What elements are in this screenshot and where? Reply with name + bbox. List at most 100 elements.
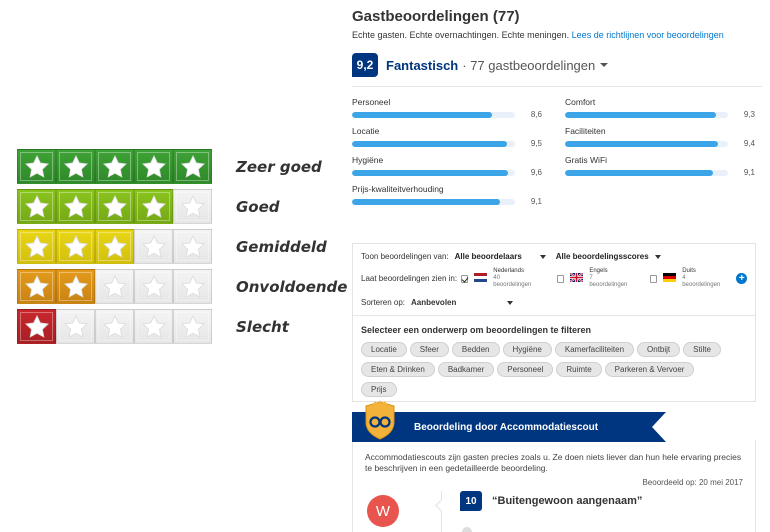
sort-row: Sorteren op: Aanbevolen bbox=[353, 289, 755, 307]
language-label: Laat beoordelingen zien in: bbox=[361, 273, 458, 283]
add-language-button[interactable]: + bbox=[736, 273, 748, 284]
score-bar-fill bbox=[352, 169, 509, 176]
topic-chip[interactable]: Sfeer bbox=[409, 342, 449, 357]
category-score: Personeel 8,6 bbox=[352, 97, 542, 119]
star-icon bbox=[173, 309, 212, 344]
star-icon bbox=[95, 269, 134, 304]
category-score: Locatie 9,5 bbox=[352, 126, 542, 148]
score-word: Fantastisch bbox=[386, 57, 459, 73]
banner-tail bbox=[652, 412, 666, 442]
topic-chip[interactable]: Ruimte bbox=[556, 362, 602, 377]
category-label: Prijs-kwaliteitverhouding bbox=[352, 184, 444, 194]
chevron-down-icon[interactable] bbox=[654, 254, 661, 259]
language-option[interactable]: Nederlands 40 beoordelingen bbox=[460, 268, 537, 289]
topic-chip[interactable]: Badkamer bbox=[437, 362, 495, 377]
chevron-down-icon[interactable] bbox=[507, 300, 514, 305]
scout-description: Accommodatiescouts zijn gasten precies z… bbox=[365, 452, 742, 473]
score-badge: 9,2 bbox=[352, 53, 378, 77]
category-value: 9,5 bbox=[530, 139, 542, 148]
star-icon bbox=[134, 309, 173, 344]
topic-chip[interactable]: Personeel bbox=[497, 362, 554, 377]
reviews-title: Gastbeoordelingen (77) bbox=[352, 8, 520, 25]
star-icon bbox=[173, 269, 212, 304]
sort-select[interactable]: Aanbevolen bbox=[411, 298, 457, 307]
reviews-panel: Gastbeoordelingen (77) Echte gasten. Ech… bbox=[352, 8, 762, 217]
topic-chip[interactable]: Kamerfaciliteiten bbox=[554, 342, 635, 357]
language-checkbox[interactable] bbox=[460, 274, 469, 283]
language-option[interactable]: Engels 7 beoordelingen bbox=[556, 268, 630, 289]
star-icon bbox=[56, 189, 95, 224]
language-option[interactable]: Duits 4 beoordelingen bbox=[649, 268, 723, 289]
language-count: 40 beoordelingen bbox=[493, 275, 532, 288]
legend-row: Gemiddeld bbox=[17, 228, 347, 265]
score-count: · 77 gastbeoordelingen bbox=[462, 57, 596, 73]
category-score: Hygiëne 9,6 bbox=[352, 155, 542, 177]
category-label: Faciliteiten bbox=[565, 126, 606, 136]
language-text: Nederlands 40 beoordelingen bbox=[493, 268, 536, 289]
language-text: Engels 7 beoordelingen bbox=[589, 268, 629, 289]
score-bar-fill bbox=[565, 169, 714, 176]
legend-row: Goed bbox=[17, 188, 347, 225]
rating-legend: Zeer goed Goed Gemiddeld Onvoldoende Slecht bbox=[17, 148, 347, 348]
avatar[interactable]: W bbox=[367, 495, 399, 527]
language-name: Duits bbox=[682, 268, 696, 274]
legend-row: Zeer goed bbox=[17, 148, 347, 185]
review-title: “Buitengewoon aangenaam” bbox=[492, 495, 643, 507]
overall-score[interactable]: 9,2 Fantastisch · 77 gastbeoordelingen bbox=[352, 53, 762, 77]
category-score: Gratis WiFi 9,1 bbox=[565, 155, 755, 177]
scores-select[interactable]: Alle beoordelingsscores bbox=[555, 252, 649, 261]
score-bar bbox=[352, 169, 515, 176]
topic-chip[interactable]: Eten & Drinken bbox=[361, 362, 435, 377]
chevron-down-icon[interactable] bbox=[539, 254, 546, 259]
category-label: Hygiëne bbox=[352, 155, 384, 165]
star-rating bbox=[17, 189, 212, 224]
star-icon bbox=[173, 229, 212, 264]
star-icon bbox=[56, 309, 95, 344]
category-scores: Personeel 8,6 Comfort 9,3 Locatie 9,5 Fa… bbox=[352, 97, 762, 217]
scout-banner: Beoordeling door Accommodatiescout bbox=[352, 400, 756, 442]
category-value: 9,3 bbox=[743, 110, 755, 119]
banner-bar bbox=[352, 412, 652, 442]
divider bbox=[441, 491, 442, 532]
chevron-down-icon[interactable] bbox=[600, 63, 609, 67]
divider bbox=[353, 315, 755, 316]
star-icon bbox=[173, 149, 212, 184]
topic-chip[interactable]: Parkeren & Vervoer bbox=[604, 362, 695, 377]
star-icon bbox=[95, 229, 134, 264]
legend-label: Slecht bbox=[236, 317, 289, 336]
topic-chip[interactable]: Ontbijt bbox=[637, 342, 681, 357]
guidelines-link[interactable]: Lees de richtlijnen voor beoordelingen bbox=[571, 30, 724, 40]
topic-chip[interactable]: Stilte bbox=[683, 342, 721, 357]
legend-row: Slecht bbox=[17, 308, 347, 345]
reviewers-select[interactable]: Alle beoordelaars bbox=[454, 252, 522, 261]
score-bar-fill bbox=[352, 198, 501, 205]
legend-row: Onvoldoende bbox=[17, 268, 347, 305]
scout-review: Beoordeling door Accommodatiescout Accom… bbox=[348, 400, 756, 532]
filter-box: Toon beoordelingen van: Alle beoordelaar… bbox=[352, 243, 756, 402]
placeholder-dot bbox=[462, 527, 472, 532]
topic-chip[interactable]: Locatie bbox=[361, 342, 407, 357]
category-value: 9,1 bbox=[743, 168, 755, 177]
legend-label: Zeer goed bbox=[236, 157, 322, 176]
category-label: Personeel bbox=[352, 97, 391, 107]
language-checkbox[interactable] bbox=[649, 274, 658, 283]
topic-chip[interactable]: Bedden bbox=[451, 342, 500, 357]
topic-chip[interactable]: Hygiëne bbox=[502, 342, 552, 357]
language-checkbox[interactable] bbox=[556, 274, 565, 283]
topic-chip[interactable]: Prijs bbox=[361, 382, 397, 397]
category-score: Prijs-kwaliteitverhouding 9,1 bbox=[352, 184, 542, 206]
review-body: W 10 “Buitengewoon aangenaam” bbox=[365, 491, 743, 532]
flag-icon bbox=[663, 273, 682, 284]
star-icon bbox=[17, 149, 56, 184]
language-name: Engels bbox=[589, 268, 608, 274]
star-icon bbox=[17, 269, 56, 304]
score-bar bbox=[565, 140, 728, 147]
language-text: Duits 4 beoordelingen bbox=[682, 268, 722, 289]
star-rating bbox=[17, 309, 212, 344]
star-icon bbox=[134, 269, 173, 304]
flag-icon bbox=[474, 273, 493, 284]
star-icon bbox=[17, 189, 56, 224]
language-count: 7 beoordelingen bbox=[589, 275, 628, 288]
category-score: Faciliteiten 9,4 bbox=[565, 126, 755, 148]
topic-title: Selecteer een onderwerp om beoordelingen… bbox=[361, 325, 592, 335]
